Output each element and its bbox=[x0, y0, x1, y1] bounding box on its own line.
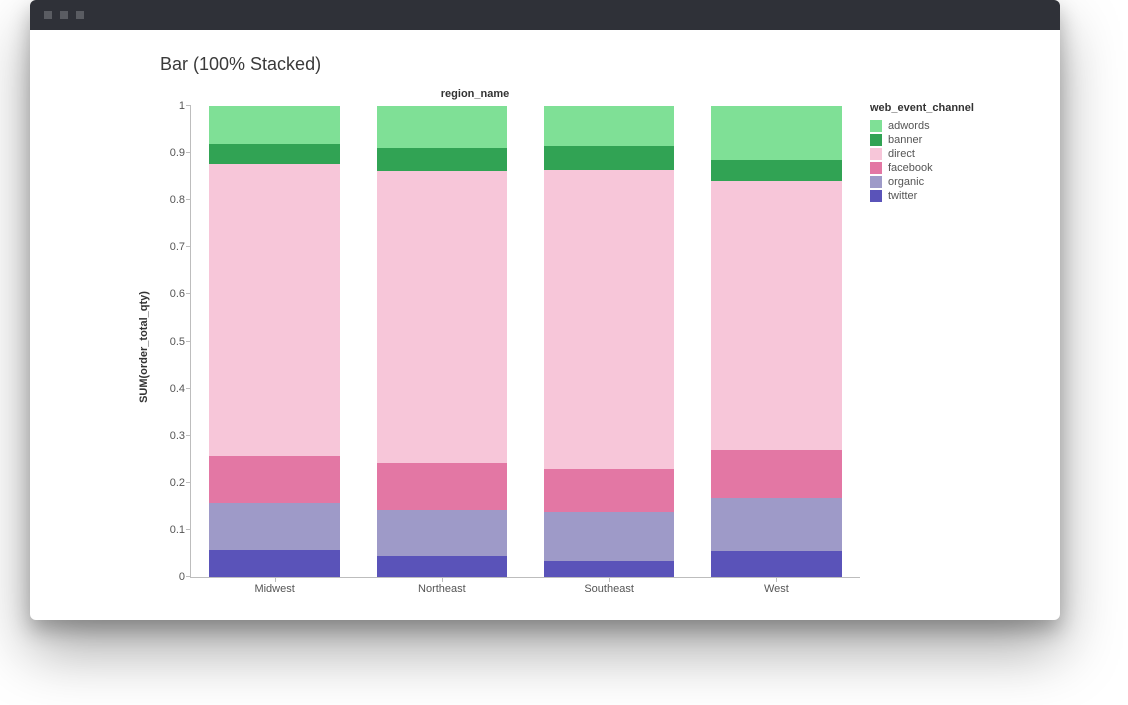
y-tick-mark bbox=[186, 105, 191, 106]
bar-slot: Southeast bbox=[526, 106, 693, 577]
legend-swatch bbox=[870, 162, 882, 174]
legend-label: adwords bbox=[888, 120, 930, 132]
legend-item-adwords[interactable]: adwords bbox=[870, 120, 1030, 132]
x-tick-mark bbox=[442, 577, 443, 582]
window-control-dot[interactable] bbox=[76, 11, 84, 19]
y-tick-mark bbox=[186, 435, 191, 436]
x-category-label: Northeast bbox=[358, 583, 525, 595]
y-tick-label: 0.3 bbox=[149, 430, 185, 442]
y-tick-label: 0.2 bbox=[149, 477, 185, 489]
window-control-dot[interactable] bbox=[60, 11, 68, 19]
bar-segment-facebook bbox=[544, 469, 674, 513]
legend-item-facebook[interactable]: facebook bbox=[870, 162, 1030, 174]
legend-swatch bbox=[870, 190, 882, 202]
bar-segment-direct bbox=[209, 164, 339, 456]
bars-container: MidwestNortheastSoutheastWest bbox=[191, 106, 860, 577]
y-tick-mark bbox=[186, 388, 191, 389]
legend-item-banner[interactable]: banner bbox=[870, 134, 1030, 146]
legend-swatch bbox=[870, 148, 882, 160]
y-tick-label: 0.9 bbox=[149, 147, 185, 159]
y-tick-mark bbox=[186, 482, 191, 483]
y-tick-mark bbox=[186, 152, 191, 153]
x-tick-mark bbox=[776, 577, 777, 582]
chart-title: Bar (100% Stacked) bbox=[160, 54, 1030, 75]
bar-segment-banner bbox=[711, 160, 841, 181]
bar-slot: Midwest bbox=[191, 106, 358, 577]
legend-label: twitter bbox=[888, 190, 917, 202]
chart-area: region_name SUM(order_total_qty) Midwest… bbox=[60, 88, 1030, 606]
bar-segment-twitter bbox=[711, 551, 841, 577]
x-category-label: West bbox=[693, 583, 860, 595]
bar-slot: Northeast bbox=[358, 106, 525, 577]
bar-segment-organic bbox=[544, 512, 674, 560]
bar-segment-direct bbox=[544, 170, 674, 469]
stacked-bar bbox=[377, 106, 507, 577]
legend-label: direct bbox=[888, 148, 915, 160]
chart-panel: Bar (100% Stacked) region_name SUM(order… bbox=[30, 30, 1060, 620]
y-tick-mark bbox=[186, 293, 191, 294]
bar-segment-adwords bbox=[711, 106, 841, 160]
bar-segment-twitter bbox=[544, 561, 674, 577]
bar-segment-facebook bbox=[209, 456, 339, 503]
legend-item-twitter[interactable]: twitter bbox=[870, 190, 1030, 202]
bar-segment-facebook bbox=[711, 450, 841, 498]
y-tick-mark bbox=[186, 341, 191, 342]
bar-segment-organic bbox=[209, 503, 339, 550]
bar-segment-direct bbox=[711, 181, 841, 449]
window-titlebar bbox=[30, 0, 1060, 30]
y-tick-mark bbox=[186, 576, 191, 577]
stacked-bar bbox=[711, 106, 841, 577]
bar-segment-adwords bbox=[544, 106, 674, 146]
legend-title: web_event_channel bbox=[870, 102, 1030, 114]
bar-segment-adwords bbox=[209, 106, 339, 144]
bar-segment-twitter bbox=[209, 550, 339, 577]
y-tick-label: 0.4 bbox=[149, 383, 185, 395]
legend-swatch bbox=[870, 134, 882, 146]
y-tick-label: 0.1 bbox=[149, 524, 185, 536]
legend-item-direct[interactable]: direct bbox=[870, 148, 1030, 160]
x-tick-mark bbox=[609, 577, 610, 582]
y-tick-label: 0.7 bbox=[149, 241, 185, 253]
x-category-label: Midwest bbox=[191, 583, 358, 595]
y-tick-label: 1 bbox=[149, 100, 185, 112]
y-tick-mark bbox=[186, 199, 191, 200]
bar-segment-facebook bbox=[377, 463, 507, 510]
legend-swatch bbox=[870, 176, 882, 188]
legend-swatch bbox=[870, 120, 882, 132]
bar-segment-adwords bbox=[377, 106, 507, 148]
bar-segment-direct bbox=[377, 171, 507, 463]
y-tick-label: 0 bbox=[149, 571, 185, 583]
x-tick-mark bbox=[275, 577, 276, 582]
stacked-bar bbox=[544, 106, 674, 577]
bar-segment-organic bbox=[377, 510, 507, 556]
legend-label: banner bbox=[888, 134, 922, 146]
bar-segment-organic bbox=[711, 498, 841, 551]
legend: web_event_channel adwords banner direct fac… bbox=[870, 102, 1030, 204]
legend-label: facebook bbox=[888, 162, 933, 174]
y-tick-label: 0.8 bbox=[149, 194, 185, 206]
bar-segment-twitter bbox=[377, 556, 507, 577]
legend-label: organic bbox=[888, 176, 924, 188]
y-tick-label: 0.5 bbox=[149, 336, 185, 348]
bar-segment-banner bbox=[544, 146, 674, 170]
window-control-dot[interactable] bbox=[44, 11, 52, 19]
bar-segment-banner bbox=[377, 148, 507, 170]
y-tick-label: 0.6 bbox=[149, 288, 185, 300]
y-tick-mark bbox=[186, 246, 191, 247]
x-axis-title: region_name bbox=[60, 88, 890, 100]
bar-segment-banner bbox=[209, 144, 339, 164]
app-window: Bar (100% Stacked) region_name SUM(order… bbox=[30, 0, 1060, 620]
stacked-bar bbox=[209, 106, 339, 577]
legend-item-organic[interactable]: organic bbox=[870, 176, 1030, 188]
y-tick-mark bbox=[186, 529, 191, 530]
bar-slot: West bbox=[693, 106, 860, 577]
plot-region: MidwestNortheastSoutheastWest 00.10.20.3… bbox=[190, 106, 860, 578]
x-category-label: Southeast bbox=[526, 583, 693, 595]
